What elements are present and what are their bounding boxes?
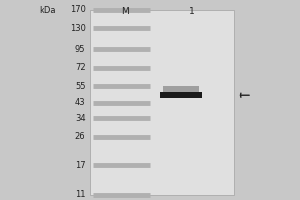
- Text: kDa: kDa: [39, 6, 56, 15]
- Text: 11: 11: [75, 190, 86, 199]
- Text: 26: 26: [75, 132, 86, 141]
- Text: 34: 34: [75, 114, 86, 123]
- Text: 43: 43: [75, 98, 86, 107]
- Text: M: M: [121, 7, 128, 16]
- Text: 17: 17: [75, 161, 86, 170]
- Text: 170: 170: [70, 5, 86, 14]
- Text: 55: 55: [75, 82, 86, 91]
- Text: 72: 72: [75, 63, 86, 72]
- Text: 95: 95: [75, 45, 86, 54]
- Bar: [160, 92, 202, 98]
- Bar: [164, 86, 200, 94]
- Bar: [90, 10, 234, 195]
- Text: 130: 130: [70, 24, 86, 33]
- Text: 1: 1: [189, 7, 195, 16]
